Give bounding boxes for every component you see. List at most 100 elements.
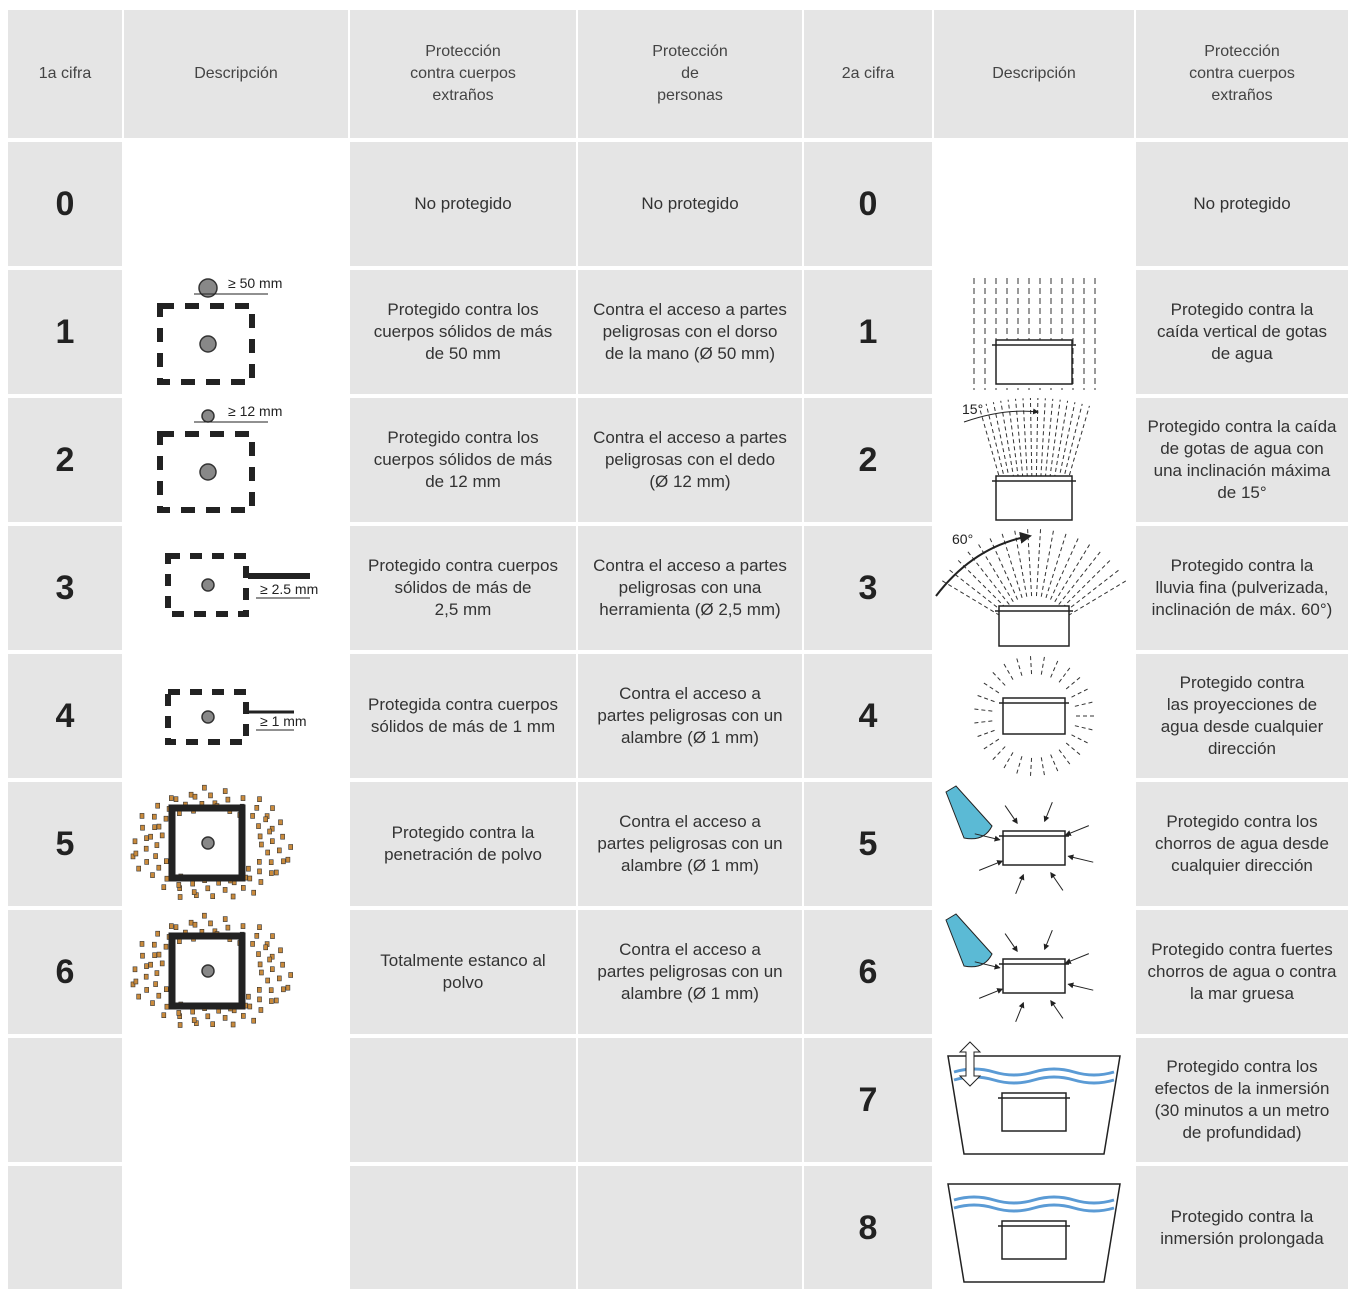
cell-text: Contra el acceso a partes peligrosas con… [597,812,783,875]
persons-cell: Contra el acceso a partes peligrosas con… [578,782,802,906]
foreign-bodies-cell: Protegido contra los efectos de la inmer… [1136,1038,1348,1162]
cell-text: Protegido contra fuertes chorros de agua… [1147,940,1337,1003]
persons-cell: No protegido [578,142,802,266]
cell-text: No protegido [641,194,739,213]
cell-text: Contra el acceso a partes peligrosas con… [593,428,787,491]
description-cell [124,782,348,906]
digit-cell: 4 [8,654,122,778]
cell-text: 2 [55,441,75,479]
icon: ≥ 12 mm [157,403,282,513]
persons-cell: Contra el acceso a partes peligrosas con… [578,654,802,778]
foreign-bodies-cell: Protegido contra la inmersión prolongada [1136,1166,1348,1289]
icon: 60° [935,526,1129,647]
cell-text: 4 [55,697,75,735]
icon: ≥ 2.5 mm [165,553,318,617]
icon-label: ≥ 2.5 mm [260,581,318,597]
cell-text: No protegido [414,194,512,213]
digit-cell: 2 [804,398,932,522]
header-cell: Protección contra cuerpos extraños [350,10,576,138]
description-cell [934,910,1134,1034]
description-cell: 15° [934,398,1134,522]
description-cell [124,1166,348,1289]
header-cell: Descripción [934,10,1134,138]
digit-cell: 1 [8,270,122,394]
digit-cell [8,1166,122,1289]
digit-cell: 5 [8,782,122,906]
persons-cell: Contra el acceso a partes peligrosas con… [578,910,802,1034]
header-cell: 1a cifra [8,10,122,138]
foreign-bodies-cell: Protegido contra la caída vertical de go… [1136,270,1348,394]
digit-cell: 7 [804,1038,932,1162]
icon: ≥ 1 mm [165,689,307,745]
foreign-bodies-cell: Protegido contra los chorros de agua des… [1136,782,1348,906]
cell-text: 3 [858,569,878,607]
icon [947,1041,1121,1155]
cell-text: Protección contra cuerpos extraños [410,43,516,104]
cell-text: 2a cifra [841,65,895,82]
foreign-bodies-cell [350,1166,576,1289]
description-cell [934,1038,1134,1162]
foreign-bodies-cell: Totalmente estanco al polvo [350,910,576,1034]
cell-text: Descripción [194,65,278,82]
digit-cell: 6 [8,910,122,1034]
cell-text: Protegida contra cuerpos sólidos de más … [368,695,558,736]
cell-text: 7 [858,1081,878,1119]
foreign-bodies-cell: Protegida contra cuerpos sólidos de más … [350,654,576,778]
cell-text: No protegido [1193,194,1291,213]
cell-text: 1 [55,313,75,351]
cell-text: 8 [858,1209,878,1247]
cell-text: 6 [858,953,878,991]
cell-text: Protegido contra los cuerpos sólidos de … [373,300,553,363]
digit-cell: 2 [8,398,122,522]
cell-text: 4 [858,697,878,735]
cell-text: Protección de personas [652,43,728,104]
icon-label: ≥ 12 mm [228,403,282,419]
digit-cell [8,1038,122,1162]
digit-cell: 0 [804,142,932,266]
foreign-bodies-cell: Protegido contra las proyecciones de agu… [1136,654,1348,778]
foreign-bodies-cell [350,1038,576,1162]
icon [947,1183,1121,1283]
digit-cell: 4 [804,654,932,778]
persons-cell: Contra el acceso a partes peligrosas con… [578,270,802,394]
foreign-bodies-cell: Protegido contra fuertes chorros de agua… [1136,910,1348,1034]
cell-text: Contra el acceso a partes peligrosas con… [593,300,787,363]
persons-cell [578,1038,802,1162]
digit-cell: 8 [804,1166,932,1289]
cell-text: Protegido contra las proyecciones de agu… [1160,673,1324,758]
cell-text: Protegido contra la caída de gotas de ag… [1147,417,1337,502]
description-cell [934,270,1134,394]
cell-text: 2 [858,441,878,479]
icon-label: 60° [952,531,973,547]
icon [972,654,1096,778]
description-cell [934,1166,1134,1289]
description-cell: ≥ 2.5 mm [124,526,348,650]
header-cell: Protección contra cuerpos extraños [1136,10,1348,138]
foreign-bodies-cell: Protegido contra la lluvia fina (pulveri… [1136,526,1348,650]
description-cell: ≥ 12 mm [124,398,348,522]
cell-text: Protegido contra los chorros de agua des… [1155,812,1329,875]
digit-cell: 3 [804,526,932,650]
header-cell: Descripción [124,10,348,138]
digit-cell: 1 [804,270,932,394]
foreign-bodies-cell: No protegido [1136,142,1348,266]
description-cell: 60° [934,526,1134,650]
foreign-bodies-cell: Protegido contra los cuerpos sólidos de … [350,398,576,522]
cell-text: 3 [55,569,75,607]
cell-text: 0 [858,185,878,223]
cell-text: 5 [858,825,878,863]
cell-text: Contra el acceso a partes peligrosas con… [597,940,783,1003]
cell-text: Protegido contra la inmersión prolongada [1160,1207,1324,1248]
cell-text: Contra el acceso a partes peligrosas con… [597,684,783,747]
cell-text: Protegido contra los cuerpos sólidos de … [373,428,553,491]
foreign-bodies-cell: Protegido contra los cuerpos sólidos de … [350,270,576,394]
cell-text: Protección contra cuerpos extraños [1189,43,1295,104]
cell-text: 0 [55,185,75,223]
icon-label: ≥ 1 mm [260,713,307,729]
persons-cell [578,1166,802,1289]
cell-text: 5 [55,825,75,863]
persons-cell: Contra el acceso a partes peligrosas con… [578,398,802,522]
header-cell: Protección de personas [578,10,802,138]
icon [945,785,1094,895]
